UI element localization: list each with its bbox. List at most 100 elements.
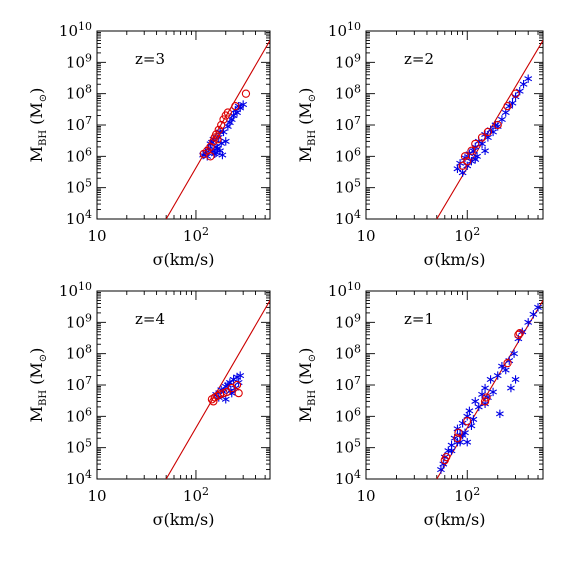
star-point bbox=[447, 446, 456, 455]
star-point bbox=[234, 378, 243, 387]
panel-label: z=3 bbox=[135, 50, 165, 68]
star-point bbox=[508, 98, 517, 108]
plot-frame bbox=[365, 290, 544, 480]
star-point bbox=[501, 365, 510, 375]
circle-point bbox=[463, 157, 472, 166]
star-point bbox=[489, 127, 498, 137]
circle-point bbox=[231, 101, 240, 111]
star-point bbox=[511, 375, 520, 384]
fit-line bbox=[165, 40, 270, 219]
circle-point bbox=[209, 137, 218, 146]
circle-point bbox=[458, 161, 467, 170]
circle-point bbox=[503, 101, 512, 111]
circle-point bbox=[503, 358, 512, 368]
x-tick-label: 10 bbox=[356, 227, 375, 245]
y-tick-label: 109 bbox=[66, 311, 92, 331]
star-point bbox=[481, 383, 489, 393]
circle-point bbox=[514, 330, 523, 339]
fit-line bbox=[165, 300, 270, 479]
circle-point bbox=[219, 115, 228, 124]
y-tick-label: 1010 bbox=[328, 280, 361, 300]
star-point bbox=[458, 419, 467, 428]
y-tick-label: 107 bbox=[66, 374, 92, 394]
y-tick-label: 107 bbox=[335, 114, 361, 134]
y-tick-label: 108 bbox=[66, 83, 92, 103]
axis-ticks bbox=[96, 30, 270, 220]
x-axis-label: σ(km/s) bbox=[153, 250, 215, 269]
circle-series bbox=[207, 380, 243, 406]
y-tick-label: 1010 bbox=[59, 280, 92, 300]
y-tick-label: 105 bbox=[335, 437, 361, 457]
star-point bbox=[493, 371, 502, 380]
star-point bbox=[495, 409, 504, 419]
star-point bbox=[498, 115, 506, 124]
x-tick-label: 102 bbox=[183, 225, 209, 245]
panel-label: z=4 bbox=[135, 310, 165, 328]
x-axis-label: σ(km/s) bbox=[153, 510, 215, 529]
y-tick-label: 109 bbox=[335, 51, 361, 71]
axis-ticks bbox=[365, 30, 543, 220]
plot-area bbox=[436, 40, 543, 219]
circle-point bbox=[493, 120, 502, 130]
y-tick-label: 1010 bbox=[328, 20, 361, 40]
circle-point bbox=[212, 130, 221, 139]
y-tick-label: 104 bbox=[66, 208, 92, 228]
circle-point bbox=[467, 146, 476, 155]
y-tick-label: 107 bbox=[335, 374, 361, 394]
circle-series bbox=[199, 89, 251, 161]
y-axis-label: MBH (M⊙) bbox=[27, 88, 49, 163]
y-axis-label: MBH (M⊙) bbox=[296, 88, 318, 163]
y-axis-label: MBH (M⊙) bbox=[296, 348, 318, 423]
circle-point bbox=[209, 397, 218, 406]
y-tick-label: 105 bbox=[66, 437, 92, 457]
star-point bbox=[463, 437, 472, 447]
star-point bbox=[236, 371, 245, 380]
circle-point bbox=[511, 89, 520, 98]
panel-label: z=1 bbox=[404, 310, 434, 328]
circle-point bbox=[454, 428, 463, 437]
star-point bbox=[471, 397, 480, 406]
star-point bbox=[534, 303, 542, 312]
y-tick-label: 105 bbox=[66, 177, 92, 197]
plot-frame bbox=[365, 30, 544, 220]
x-axis-label: σ(km/s) bbox=[424, 250, 486, 269]
circle-point bbox=[206, 152, 215, 161]
star-point bbox=[510, 349, 518, 358]
star-point bbox=[473, 152, 481, 161]
star-point bbox=[486, 375, 495, 384]
star-point bbox=[221, 137, 230, 146]
y-tick-label: 106 bbox=[335, 405, 361, 425]
y-tick-label: 104 bbox=[335, 208, 361, 228]
y-tick-label: 1010 bbox=[59, 20, 92, 40]
star-point bbox=[465, 406, 474, 416]
star-point bbox=[219, 127, 228, 137]
panel-label: z=2 bbox=[404, 50, 434, 68]
y-tick-label: 104 bbox=[335, 468, 361, 488]
circle-point bbox=[213, 135, 222, 144]
star-point bbox=[519, 80, 528, 89]
y-tick-label: 106 bbox=[66, 405, 92, 425]
circle-point bbox=[214, 125, 223, 135]
circle-point bbox=[482, 393, 491, 402]
circle-point bbox=[480, 397, 490, 406]
circle-point bbox=[241, 89, 251, 98]
star-point bbox=[511, 92, 520, 101]
y-tick-label: 109 bbox=[66, 51, 92, 71]
y-tick-label: 108 bbox=[66, 343, 92, 363]
plot-frame bbox=[96, 30, 271, 220]
circle-point bbox=[477, 133, 487, 142]
circle-point bbox=[460, 152, 470, 161]
circle-point bbox=[442, 452, 451, 462]
star-point bbox=[529, 310, 538, 319]
y-tick-label: 109 bbox=[335, 311, 361, 331]
star-point bbox=[444, 446, 453, 455]
circle-point bbox=[453, 434, 462, 443]
plot-frame bbox=[96, 290, 271, 480]
circle-point bbox=[232, 380, 242, 390]
x-tick-label: 10 bbox=[87, 487, 106, 505]
